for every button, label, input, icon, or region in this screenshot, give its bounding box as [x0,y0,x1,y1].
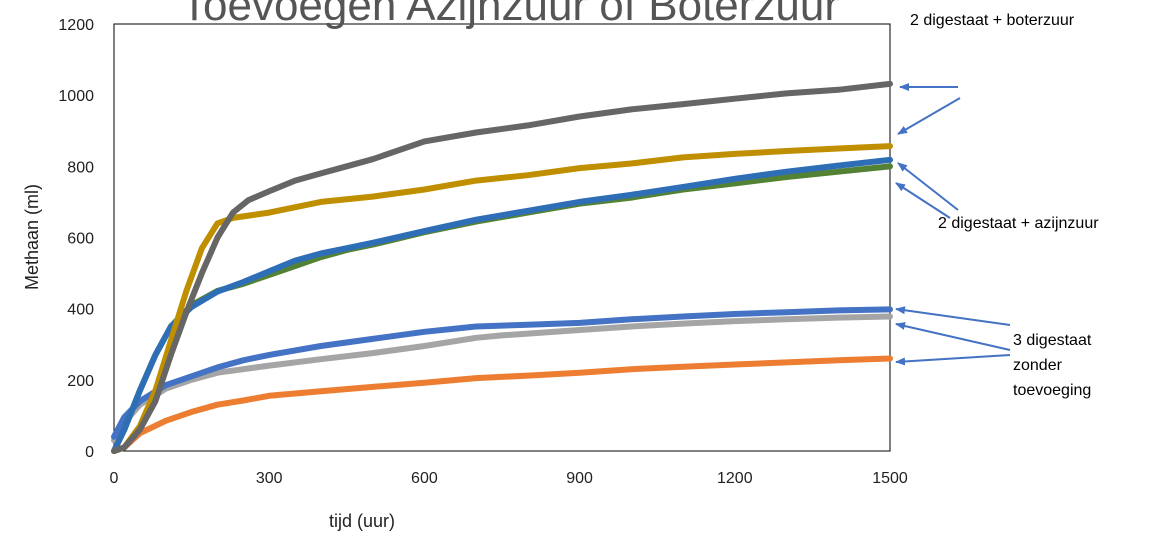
annotation-arrow [895,354,1011,366]
annotation-arrow [897,162,959,211]
y-tick-label: 600 [67,231,94,248]
annotation-arrow [895,306,1011,326]
x-tick-label: 1200 [717,470,753,487]
annotation-layer: 2 digestaat + boterzuur 2 digestaat + azi… [895,12,1099,399]
y-tick-label: 800 [67,159,94,176]
x-tick-label: 600 [411,470,438,487]
annotation-label: zonder [1013,357,1063,374]
annotation-label: 2 digestaat + boterzuur [910,12,1075,29]
series-line-0 [111,355,893,454]
chart-title: Toevoegen Azijnzuur of Boterzuur [181,0,839,30]
y-tick-label: 0 [85,444,94,461]
annotation-label: 2 digestaat + azijnzuur [938,215,1099,232]
axis-layer: 0 300 600 900 1200 1500 0 200 400 600 800 1000 1200 [58,17,907,487]
annotation-arrow [897,97,961,135]
y-axis-title: Methaan (ml) [22,184,42,290]
x-tick-label: 900 [566,470,593,487]
x-axis-title: tijd (uur) [329,511,395,531]
x-tick-label: 300 [256,470,283,487]
series-line-2 [111,306,893,440]
annotation-label: toevoeging [1013,382,1091,399]
x-tick-label: 0 [110,470,119,487]
series-line-4 [111,156,893,454]
y-tick-label: 1200 [58,17,94,34]
annotation-arrow [895,322,1011,351]
annotation-label: 3 digestaat [1013,332,1092,349]
annotation-arrow [895,182,951,219]
series-line-6 [111,80,893,454]
y-tick-label: 400 [67,302,94,319]
x-tick-label: 1500 [872,470,908,487]
series-line-1 [111,313,893,444]
series-layer [111,80,893,454]
plot-area [113,23,891,452]
series-line-5 [111,143,893,454]
y-tick-label: 200 [67,373,94,390]
y-tick-label: 1000 [58,88,94,105]
